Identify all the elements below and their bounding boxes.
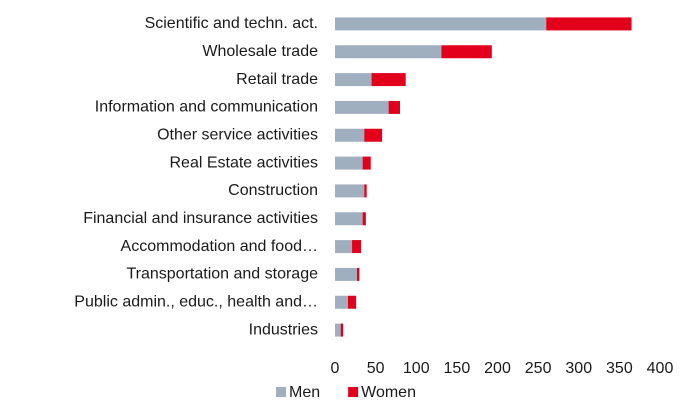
- bar-segment: [340, 323, 344, 337]
- bar-segment: [335, 184, 365, 198]
- y-tick-label: Financial and insurance activities: [83, 210, 318, 227]
- y-tick-label: Scientific and techn. act.: [145, 15, 318, 32]
- legend-swatch: [348, 387, 359, 397]
- bar-segment: [362, 212, 366, 226]
- y-tick-label: Real Estate activities: [169, 154, 318, 171]
- bar-segment: [362, 156, 371, 170]
- x-tick-label: 50: [367, 360, 385, 377]
- bar-segment: [335, 73, 372, 87]
- x-tick-label: 250: [525, 360, 552, 377]
- legend-swatch: [276, 387, 286, 397]
- bar-segment: [364, 128, 383, 142]
- y-tick-label: Information and communication: [95, 99, 318, 116]
- x-tick-label: 400: [647, 360, 674, 377]
- x-tick-label: 0: [331, 360, 340, 377]
- bar-segment: [388, 100, 400, 114]
- bar-segment: [348, 295, 357, 309]
- y-tick-label: Retail trade: [236, 71, 318, 88]
- x-tick-label: 350: [606, 360, 633, 377]
- bar-segment: [335, 100, 389, 114]
- y-tick-label: Wholesale trade: [202, 43, 318, 60]
- legend-label: Women: [361, 384, 416, 401]
- x-tick-label: 200: [484, 360, 511, 377]
- bar-segment: [335, 128, 365, 142]
- y-tick-label: Construction: [228, 182, 318, 199]
- bar-segment: [335, 45, 442, 59]
- y-tick-label: Public admin., educ., health and…: [74, 293, 318, 310]
- y-tick-label: Other service activities: [157, 126, 318, 143]
- bar-segment: [335, 212, 363, 226]
- x-tick-label: 150: [444, 360, 471, 377]
- bar-segment: [335, 323, 341, 337]
- y-tick-label: Industries: [249, 321, 318, 338]
- x-tick-label: 100: [403, 360, 430, 377]
- legend-label: Men: [289, 384, 320, 401]
- bar-segment: [335, 17, 547, 31]
- y-tick-label: Accommodation and food…: [121, 238, 318, 255]
- x-tick-label: 300: [565, 360, 592, 377]
- bar-segment: [441, 45, 492, 59]
- y-tick-label: Transportation and storage: [126, 266, 318, 283]
- bar-segment: [356, 267, 360, 281]
- bar-segment: [335, 240, 353, 254]
- bar-segment: [335, 156, 363, 170]
- bar-segment: [364, 184, 367, 198]
- bar-segment: [335, 267, 357, 281]
- bar-segment: [371, 73, 406, 87]
- bar-segment: [335, 295, 348, 309]
- bar-segment: [546, 17, 632, 31]
- bar-segment: [352, 240, 361, 254]
